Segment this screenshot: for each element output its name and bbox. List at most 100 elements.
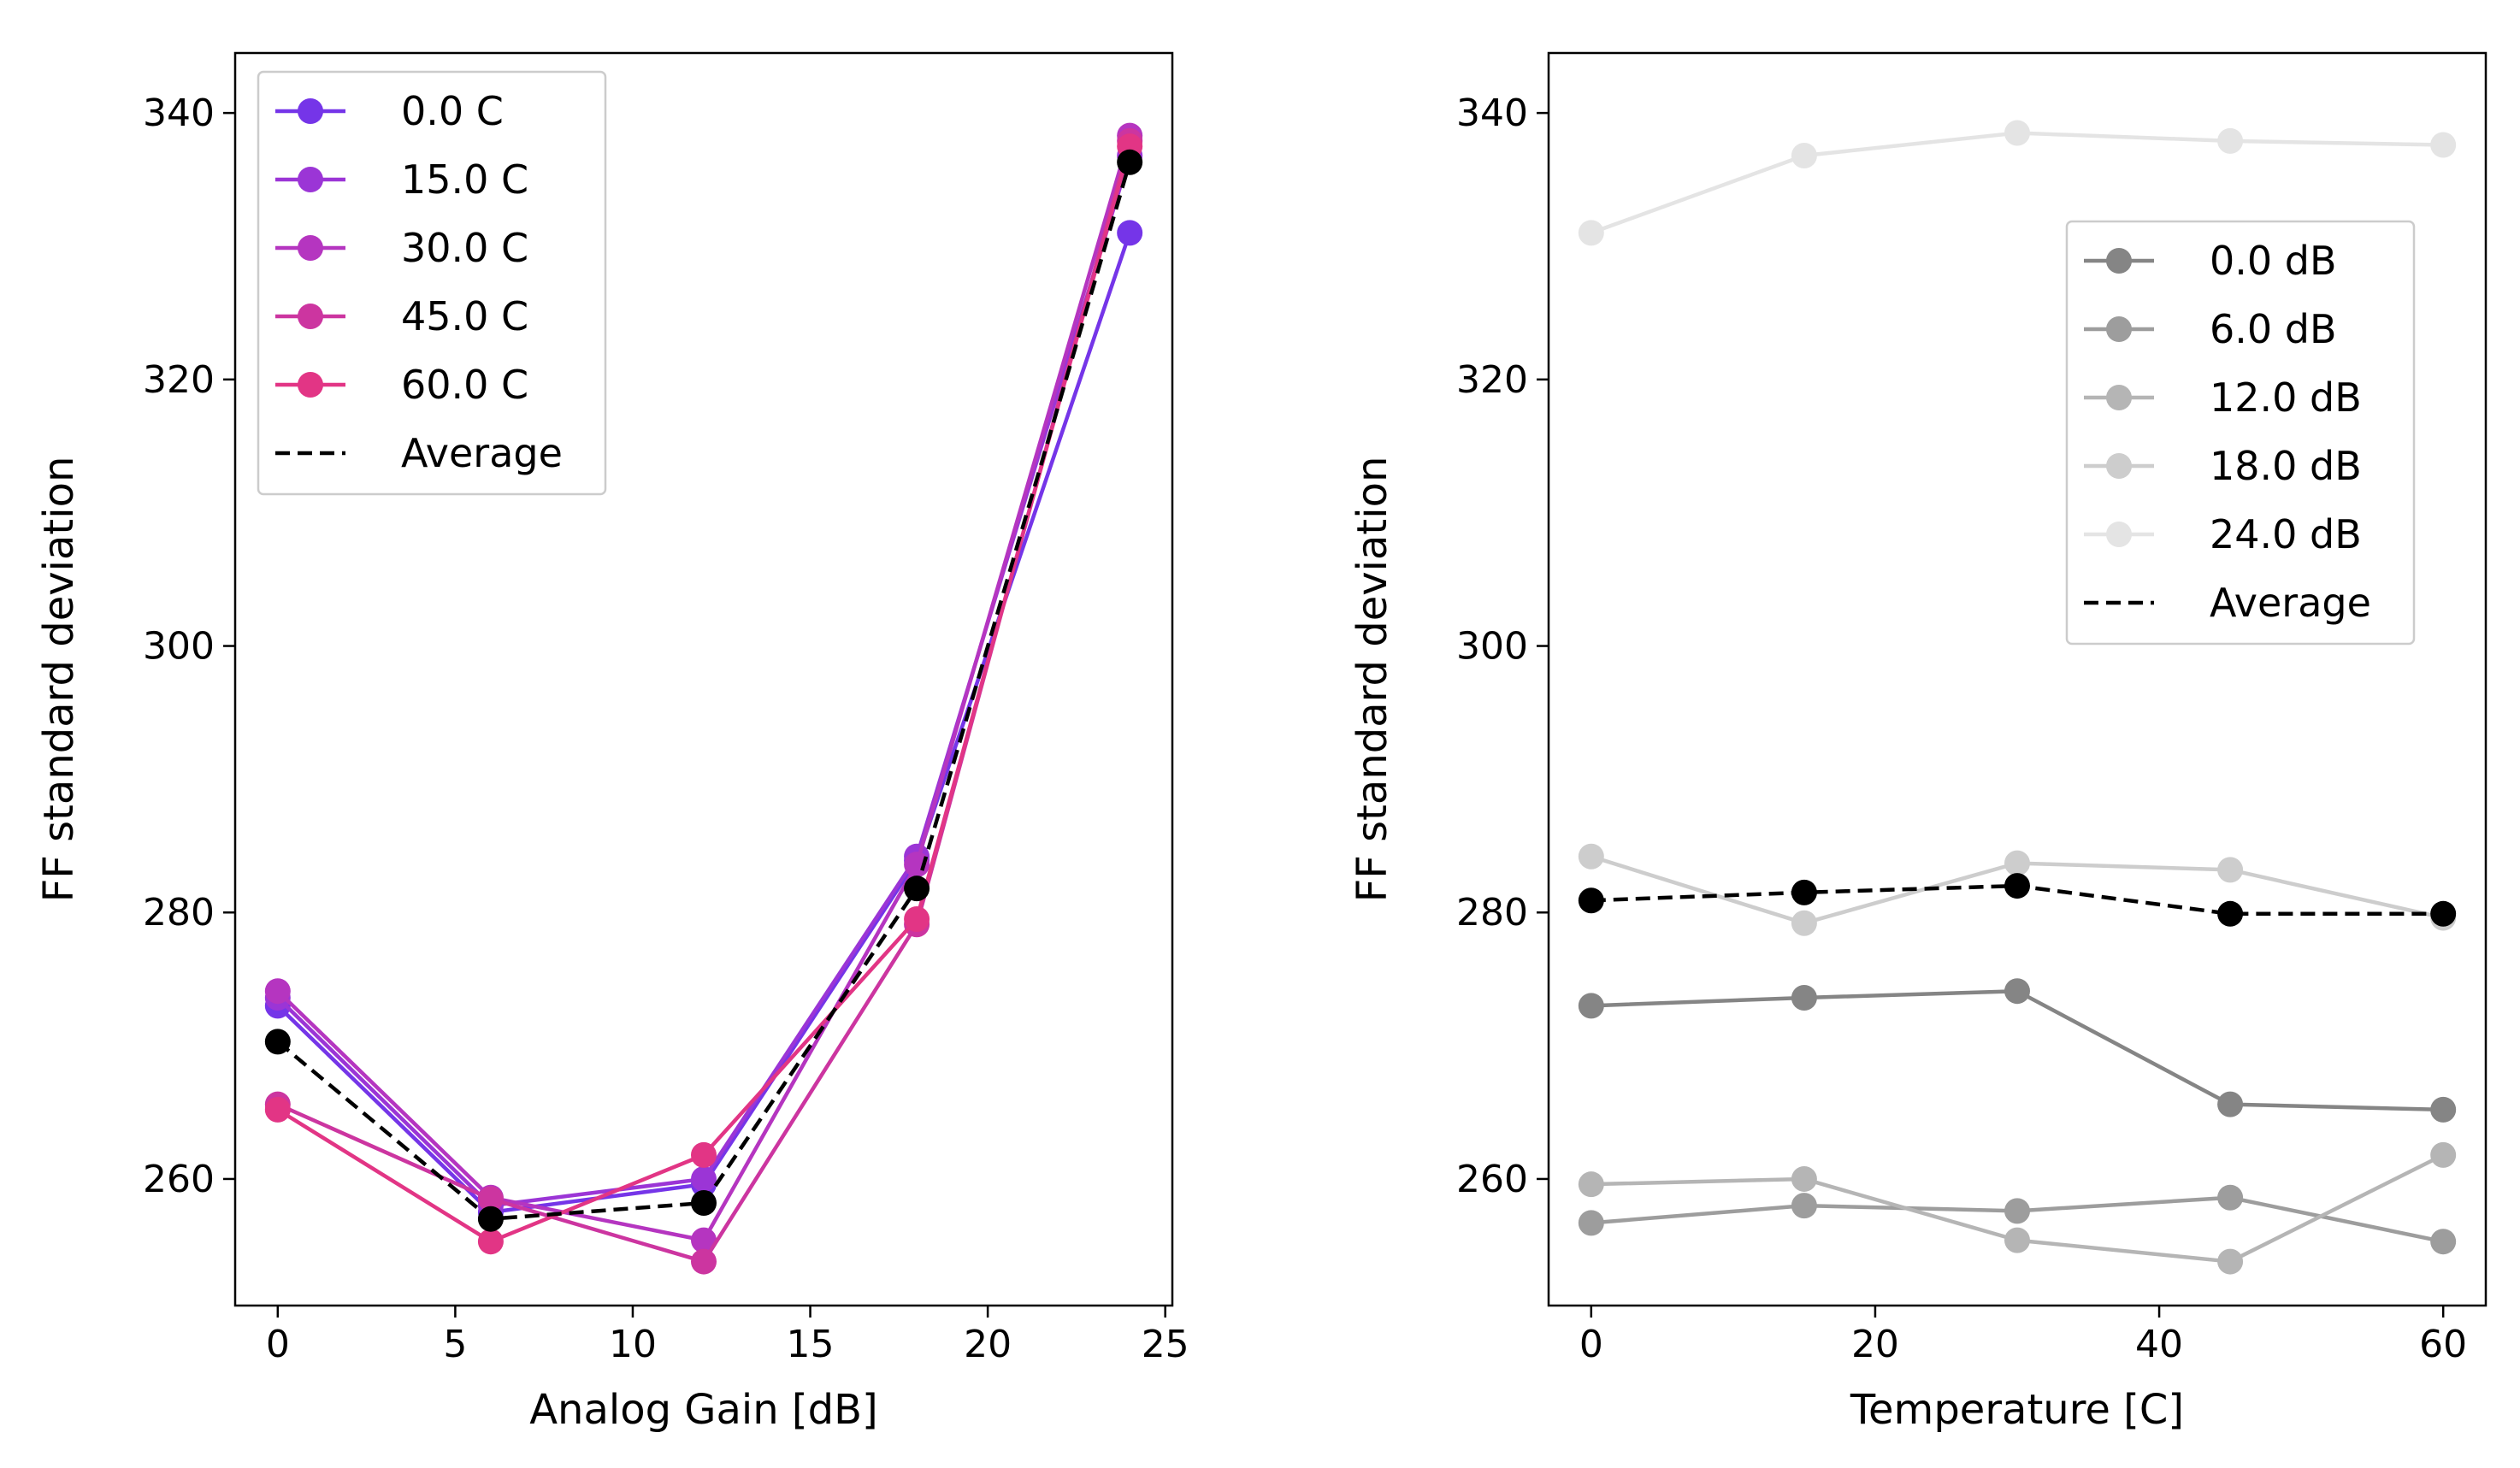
axes-frame [233, 51, 1174, 1307]
y-tick-label: 260 [1456, 1158, 1528, 1201]
legend-marker [2106, 248, 2132, 274]
x-tick-label: 15 [787, 1323, 835, 1366]
chart-1: 0 5 10 15 20 25 260 280 300 320 340 Analog Gain [dB… [35, 51, 1189, 1434]
legend-label: 0.0 dB [2210, 238, 2337, 284]
y-tick-label: 260 [143, 1158, 215, 1201]
series-line [1590, 131, 2444, 235]
x-tick-label: 0 [1579, 1323, 1603, 1366]
data-point [691, 1248, 717, 1275]
data-point [2430, 1096, 2457, 1123]
data-point [2004, 1198, 2030, 1224]
data-point [2004, 978, 2030, 1005]
x-tick-label: 20 [1851, 1323, 1899, 1366]
y-axis-label: FF standard deviation [35, 457, 83, 903]
data-point [2430, 1229, 2457, 1255]
data-point [691, 1189, 717, 1216]
data-point [2004, 850, 2030, 876]
data-point [1578, 993, 1604, 1019]
axes-frame [1547, 51, 2488, 1307]
y-tick-label: 320 [1456, 358, 1528, 402]
data-point [691, 1141, 717, 1168]
data-point [1791, 1193, 1817, 1219]
data-point [1578, 843, 1604, 870]
series-average [1578, 873, 2457, 927]
data-point [904, 906, 930, 933]
data-point [2004, 1227, 2030, 1253]
legend-label: 24.0 dB [2210, 511, 2362, 557]
data-point [2430, 1141, 2457, 1168]
legend-label: 12.0 dB [2210, 374, 2362, 421]
legend-label: 45.0 C [401, 293, 528, 339]
data-point [1578, 887, 1604, 914]
legend: 0.0 C 15.0 C 30.0 C 45.0 C 60.0 C Average [257, 70, 607, 496]
legend-marker [2106, 316, 2132, 342]
x-tick-label: 25 [1142, 1323, 1189, 1366]
legend-marker [298, 304, 323, 329]
x-axis-label: Temperature [C] [1850, 1386, 2184, 1434]
y-axis-label: FF standard deviation [1349, 457, 1396, 903]
data-point [2430, 132, 2457, 158]
data-point [691, 1165, 717, 1192]
data-point [1791, 1165, 1817, 1192]
data-point [1578, 220, 1604, 246]
data-point [1791, 984, 1817, 1011]
data-point [2217, 1184, 2244, 1211]
y-tick-label: 340 [143, 91, 215, 135]
x-tick-label: 5 [443, 1323, 467, 1366]
series-0-0-db [1578, 978, 2457, 1123]
data-point [2217, 127, 2244, 154]
chart-2: 0 20 40 60 260 280 300 320 340 Temperature [C] FF … [1349, 51, 2488, 1434]
legend-label: 18.0 dB [2210, 443, 2362, 489]
series-average [264, 149, 1143, 1232]
data-point [1578, 1171, 1604, 1198]
legend-label: Average [401, 430, 563, 476]
x-tick-label: 40 [2135, 1323, 2183, 1366]
data-point [2004, 873, 2030, 899]
legend-label: Average [2210, 580, 2371, 626]
legend-box [2065, 220, 2416, 646]
data-point [2217, 900, 2244, 927]
legend-label: 15.0 C [401, 156, 528, 203]
data-point [2217, 1248, 2244, 1275]
legend-label: 6.0 dB [2210, 306, 2337, 352]
legend-label: 30.0 C [401, 225, 528, 271]
series-6-0-db [1578, 1184, 2457, 1255]
data-point [1117, 149, 1143, 175]
legend-marker [298, 235, 323, 261]
data-point [691, 1227, 717, 1253]
series-60-0-c [264, 133, 1143, 1255]
data-point [264, 1029, 291, 1055]
legend-marker [2106, 522, 2132, 547]
series-12-0-db [1578, 1141, 2457, 1275]
legend-label: 60.0 C [401, 362, 528, 408]
x-axis-label: Analog Gain [dB] [529, 1386, 878, 1434]
data-point [2430, 900, 2457, 927]
x-tick-label: 60 [2419, 1323, 2467, 1366]
data-point [1578, 1210, 1604, 1236]
series-line [1590, 988, 2444, 1112]
data-point [1791, 143, 1817, 169]
legend: 0.0 dB 6.0 dB 12.0 dB 18.0 dB 24.0 dB Average [2065, 220, 2416, 646]
legend-marker [298, 98, 323, 124]
y-tick-label: 280 [143, 891, 215, 934]
x-tick-label: 20 [964, 1323, 1012, 1366]
x-tick-label: 10 [609, 1323, 657, 1366]
data-point [264, 1096, 291, 1123]
data-point [2004, 120, 2030, 146]
y-tick-label: 320 [143, 358, 215, 402]
data-point [1791, 879, 1817, 905]
series-24-0-db [1578, 120, 2457, 246]
x-tick-label: 0 [266, 1323, 290, 1366]
data-point [2217, 1091, 2244, 1117]
y-tick-label: 340 [1456, 91, 1528, 135]
data-point [264, 978, 291, 1005]
data-point [904, 852, 930, 878]
legend-marker [2106, 453, 2132, 479]
legend-box [257, 70, 607, 496]
y-tick-label: 280 [1456, 891, 1528, 934]
legend-marker [2106, 385, 2132, 410]
legend-marker [298, 167, 323, 192]
data-point [2217, 857, 2244, 883]
data-point [477, 1229, 504, 1255]
